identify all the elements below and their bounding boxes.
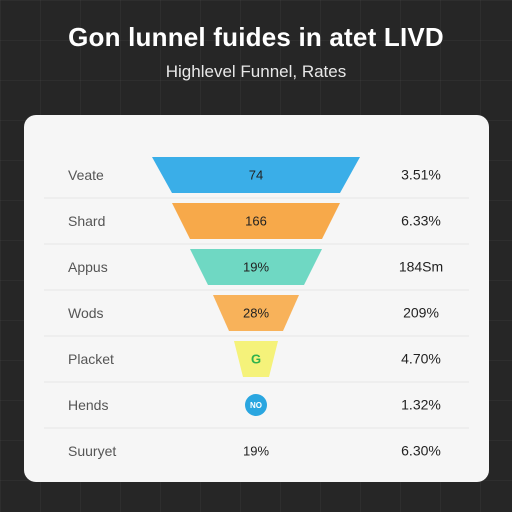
page-subtitle: Highlevel Funnel, Rates	[165, 62, 347, 81]
stage-value: 19%	[243, 259, 269, 274]
stage-value: 74	[249, 167, 263, 182]
stage-rate: 1.32%	[401, 397, 441, 413]
stage-rate: 6.30%	[401, 443, 441, 459]
stage-value: 28%	[243, 305, 269, 320]
stage-value: NO	[250, 401, 262, 410]
stage-label: Wods	[68, 305, 104, 321]
stage-rate: 184Sm	[399, 259, 443, 275]
funnel-segment	[152, 157, 360, 193]
stage-label: Veate	[68, 167, 104, 183]
stage-label: Suuryet	[68, 443, 116, 459]
stage-value: 19%	[243, 443, 269, 458]
stage-value: 166	[245, 213, 267, 228]
page-title: Gon lunnel fuides in atet LIVD	[68, 22, 444, 52]
stage-label: Placket	[68, 351, 114, 367]
funnel-segment	[234, 341, 278, 377]
g-logo-icon: G	[251, 351, 261, 366]
funnel-segment	[213, 295, 299, 331]
stage-badge	[245, 394, 267, 416]
stage-rate: 4.70%	[401, 351, 441, 367]
funnel-card: Veate 74 3.51% Shard 166 6.33% Appus 19% 184Sm Wo…	[24, 115, 489, 482]
stage-label: Hends	[68, 397, 108, 413]
funnel-chart: Veate 74 3.51% Shard 166 6.33% Appus 19% 184Sm Wo…	[44, 157, 469, 459]
funnel-segment	[190, 249, 322, 285]
stage-label: Appus	[68, 259, 108, 275]
stage-rate: 3.51%	[401, 167, 441, 183]
stage-label: Shard	[68, 213, 105, 229]
funnel-segment	[172, 203, 340, 239]
stage-rate: 6.33%	[401, 213, 441, 229]
stage-rate: 209%	[403, 305, 439, 321]
